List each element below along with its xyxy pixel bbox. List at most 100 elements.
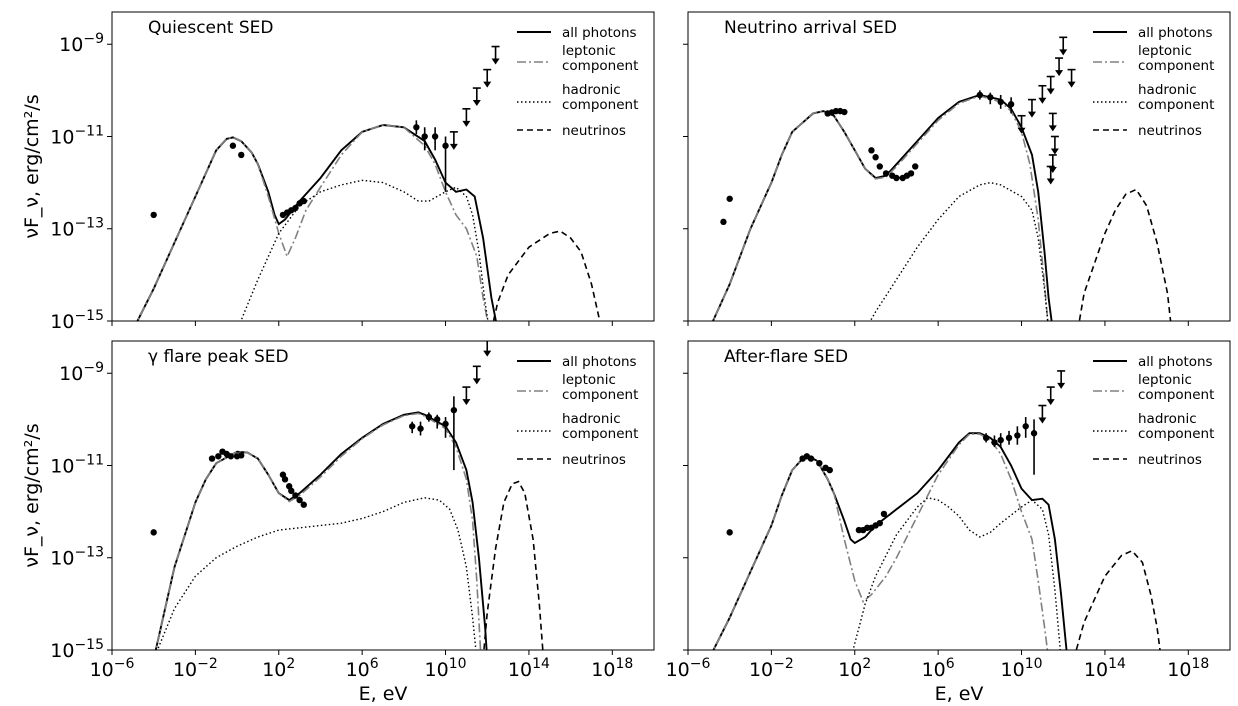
data-point: [442, 142, 449, 149]
y-tick-label: 10−11: [50, 452, 104, 477]
data-point: [907, 170, 915, 177]
upper-limit: [1017, 114, 1026, 134]
data-point: [876, 163, 883, 170]
all-photons-curve: [154, 411, 488, 650]
data-point: [997, 436, 1004, 444]
data-point: [1005, 434, 1013, 442]
legend-label: component: [562, 387, 638, 403]
legend: all photonsleptoniccomponenthadroniccomp…: [517, 25, 638, 139]
leptonic-curve: [154, 412, 482, 650]
legend-label: hadronic: [562, 82, 621, 98]
upper-limit-arrow: [1017, 127, 1026, 134]
data-point: [208, 455, 216, 462]
neutrinos-curve: [483, 480, 544, 650]
plot-area: [136, 45, 601, 321]
legend-label: component: [562, 426, 638, 442]
y-tick-label: 10−13: [50, 216, 104, 241]
upper-limit-arrow: [483, 81, 492, 88]
data-point: [872, 154, 879, 161]
upper-limit-arrow: [1046, 399, 1055, 406]
panel-title: γ flare peak SED: [148, 347, 289, 367]
x-tick-label: 1018: [591, 656, 633, 681]
all-photons-curve: [136, 124, 497, 321]
data-point: [816, 459, 823, 467]
x-tick-label: 1010: [1001, 656, 1043, 681]
data-point: [150, 529, 157, 536]
x-tick-label: 10−6: [666, 656, 711, 681]
legend: all photonsleptoniccomponenthadroniccomp…: [1093, 25, 1214, 139]
neutrinos-curve: [1078, 188, 1172, 321]
data-point: [227, 453, 235, 460]
upper-limit-arrow: [472, 378, 481, 385]
legend-label: neutrinos: [1138, 123, 1202, 139]
x-tick-label: 10−2: [173, 656, 218, 681]
upper-limit-arrow: [1055, 70, 1064, 77]
upper-limit: [1059, 36, 1068, 56]
data-point: [876, 519, 883, 527]
x-tick-label: 1014: [1084, 656, 1126, 681]
x-tick-label: 10−6: [90, 656, 135, 681]
panel-title: Neutrino arrival SED: [724, 18, 897, 38]
panel-title: Quiescent SED: [148, 18, 273, 38]
upper-limit: [1038, 404, 1047, 424]
upper-limit: [1046, 75, 1055, 95]
upper-limit-arrow: [1038, 417, 1047, 424]
data-point: [442, 420, 449, 428]
data-point: [720, 218, 727, 226]
legend-label: component: [1138, 97, 1214, 113]
data-point: [238, 452, 245, 459]
data-point: [982, 434, 990, 442]
legend-label: leptonic: [562, 43, 616, 59]
neutrinos-curve: [492, 230, 601, 321]
upper-limit: [472, 87, 481, 107]
legend-label: all photons: [562, 25, 637, 41]
axes-frame: [687, 11, 1231, 322]
plot-area: [150, 341, 544, 650]
data-point: [150, 211, 157, 219]
upper-limit: [472, 365, 481, 385]
legend-label: leptonic: [1138, 372, 1192, 388]
data-point: [450, 406, 458, 414]
panel-2: Neutrino arrival SED all photonsleptonicc…: [683, 11, 1231, 326]
upper-limit: [462, 108, 471, 127]
data-point: [229, 142, 237, 149]
data-point: [421, 133, 428, 140]
data-point: [841, 108, 848, 116]
x-tick-label: 1010: [425, 656, 467, 681]
data-point: [417, 425, 424, 432]
legend-label: all photons: [1138, 354, 1213, 370]
y-axis-label: νF_ν, erg/cm²/s: [21, 94, 43, 238]
data-point: [292, 204, 299, 212]
leptonic-curve: [712, 433, 1049, 650]
y-tick-label: 10−11: [50, 123, 104, 148]
x-tick-label: 1018: [1167, 656, 1209, 681]
upper-limit: [449, 131, 458, 150]
upper-limit-arrow: [1038, 97, 1047, 104]
upper-limit: [1046, 386, 1055, 406]
data-point: [215, 453, 222, 460]
x-axis-label: E, eV: [359, 683, 408, 705]
leptonic-curve: [712, 95, 1049, 321]
upper-limit-arrow: [491, 58, 500, 65]
upper-limit: [483, 68, 492, 88]
data-point: [425, 413, 433, 421]
upper-limit-arrow: [472, 100, 481, 107]
data-point: [300, 197, 307, 205]
leptonic-curve: [136, 124, 489, 321]
all-photons-curve: [711, 94, 1053, 321]
upper-limit: [1050, 135, 1059, 155]
hadronic-curve: [869, 181, 1049, 321]
data-point: [1014, 432, 1021, 439]
upper-limit-arrow: [1067, 81, 1076, 88]
data-point: [893, 174, 900, 182]
legend-label: neutrinos: [562, 123, 626, 139]
data-point: [997, 98, 1004, 106]
legend-label: leptonic: [562, 372, 616, 388]
y-tick-label: 10−15: [50, 308, 104, 333]
y-tick-label: 10−13: [50, 545, 104, 570]
upper-limit-arrow: [462, 120, 471, 127]
plot-area: [711, 36, 1172, 321]
data-point: [726, 529, 733, 536]
legend-label: leptonic: [1138, 43, 1192, 59]
